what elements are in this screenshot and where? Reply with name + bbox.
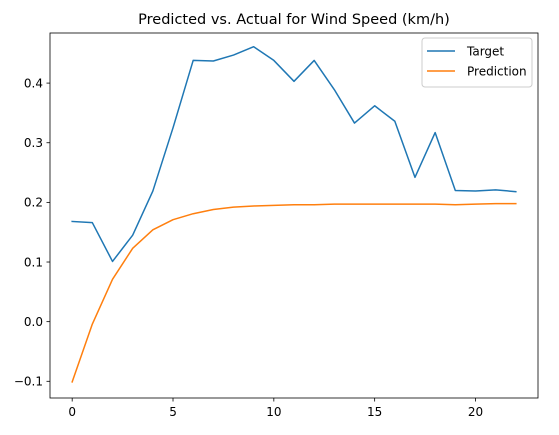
plot-lines <box>71 45 517 383</box>
y-tick-label: 0.3 <box>24 136 43 150</box>
x-tick-label: 20 <box>468 405 483 419</box>
plot-frame <box>49 32 539 399</box>
y-tick-label: 0.0 <box>24 315 43 329</box>
legend-label-prediction: Prediction <box>467 64 527 78</box>
legend-label-target: Target <box>466 44 504 58</box>
y-tick-label: 0.1 <box>24 255 43 269</box>
x-tick-label: 5 <box>169 405 177 419</box>
x-tick-label: 0 <box>68 405 76 419</box>
chart-title: Predicted vs. Actual for Wind Speed (km/… <box>138 12 450 28</box>
y-tick-label: −0.1 <box>14 375 43 389</box>
y-tick-label: 0.4 <box>24 76 43 90</box>
x-tick-label: 15 <box>367 405 382 419</box>
legend: Target Prediction <box>421 37 533 88</box>
y-tick-label: 0.2 <box>24 196 43 210</box>
series-line-target <box>71 45 517 263</box>
x-axis: 0 5 10 15 20 <box>68 398 483 419</box>
series-line-prediction <box>71 202 517 383</box>
y-axis: −0.1 0.0 0.1 0.2 0.3 0.4 <box>14 76 50 389</box>
x-tick-label: 10 <box>266 405 281 419</box>
